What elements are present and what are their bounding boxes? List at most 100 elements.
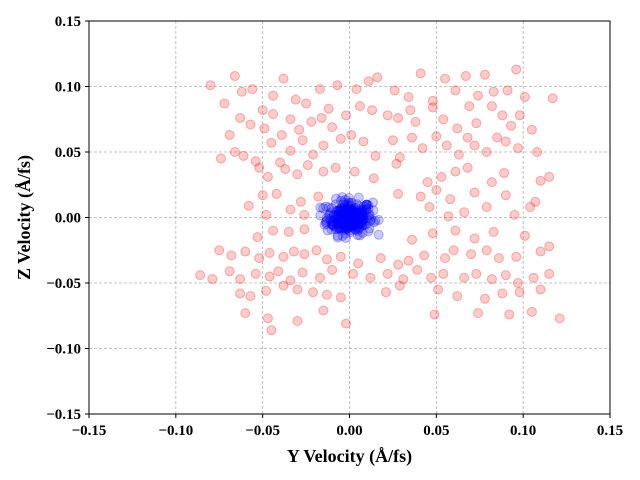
data-point-red xyxy=(288,246,299,257)
data-point-red xyxy=(466,249,477,260)
data-point-blue xyxy=(328,210,339,221)
data-point-blue xyxy=(334,209,345,220)
data-point-red xyxy=(450,225,461,236)
data-point-red xyxy=(394,280,405,291)
data-point-red xyxy=(347,268,358,279)
data-point-red xyxy=(335,133,346,144)
data-point-blue xyxy=(349,212,360,223)
data-point-blue xyxy=(353,218,364,229)
data-point-blue xyxy=(334,212,345,223)
data-point-red xyxy=(481,147,492,157)
data-point-red xyxy=(499,167,510,178)
data-point-red xyxy=(506,120,517,131)
data-point-blue xyxy=(343,223,354,234)
data-point-blue xyxy=(345,198,356,209)
data-point-blue xyxy=(363,209,374,220)
data-point-red xyxy=(519,91,530,102)
data-point-red xyxy=(525,202,536,213)
data-point-blue xyxy=(336,223,347,234)
data-point-blue xyxy=(328,219,339,230)
data-point-red xyxy=(236,86,247,97)
data-point-red xyxy=(365,272,376,283)
data-point-red xyxy=(205,80,216,91)
data-point-red xyxy=(363,76,374,87)
data-point-blue xyxy=(352,215,363,226)
data-point-blue xyxy=(350,224,361,235)
data-point-red xyxy=(327,264,338,275)
data-point-blue xyxy=(332,214,343,225)
data-point-blue xyxy=(320,217,331,228)
data-point-blue xyxy=(342,203,353,214)
data-point-blue xyxy=(353,223,364,234)
data-point-blue xyxy=(337,207,348,218)
data-point-blue xyxy=(355,214,366,225)
data-point-blue xyxy=(348,220,359,231)
data-point-red xyxy=(285,145,296,156)
data-point-blue xyxy=(323,202,334,213)
data-point-red xyxy=(419,250,430,261)
data-point-blue xyxy=(326,224,337,235)
data-point-red xyxy=(459,207,470,218)
data-point-red xyxy=(403,91,414,102)
data-point-blue xyxy=(327,219,338,230)
data-point-red xyxy=(389,85,400,96)
data-point-red xyxy=(481,245,492,256)
data-point-red xyxy=(387,135,398,146)
data-point-blue xyxy=(332,210,343,221)
data-point-red xyxy=(500,190,511,201)
data-point-blue xyxy=(338,199,349,210)
data-point-red xyxy=(292,284,303,295)
data-point-blue xyxy=(333,222,344,233)
data-point-blue xyxy=(353,192,364,203)
data-point-red xyxy=(358,136,369,147)
data-point-blue xyxy=(334,221,345,232)
data-point-red xyxy=(393,112,404,123)
data-point-blue xyxy=(363,203,374,214)
data-point-blue xyxy=(337,210,348,221)
data-point-red xyxy=(460,71,471,82)
data-point-blue xyxy=(347,210,358,221)
data-point-blue xyxy=(340,220,351,231)
data-point-blue xyxy=(331,213,342,224)
data-point-blue xyxy=(339,208,350,219)
data-point-blue xyxy=(358,201,369,212)
data-point-blue xyxy=(357,227,368,238)
data-point-red xyxy=(528,272,539,283)
data-point-red xyxy=(405,105,416,116)
data-point-red xyxy=(235,274,246,285)
data-point-blue xyxy=(335,215,346,226)
data-point-blue xyxy=(322,225,333,236)
data-point-blue xyxy=(335,217,346,228)
data-point-red xyxy=(502,85,513,96)
y-tick-label: 0.15 xyxy=(55,14,81,30)
data-point-blue xyxy=(342,217,353,228)
data-point-blue xyxy=(343,216,354,227)
data-point-red xyxy=(452,123,463,134)
data-point-blue xyxy=(321,213,332,224)
data-point-blue xyxy=(361,199,372,210)
data-point-red xyxy=(316,112,327,123)
data-point-blue xyxy=(354,218,365,229)
data-point-blue xyxy=(349,215,360,226)
data-point-red xyxy=(481,202,492,213)
data-point-blue xyxy=(324,213,335,224)
data-point-blue xyxy=(337,215,348,226)
data-point-blue xyxy=(345,214,356,225)
data-point-red xyxy=(469,140,480,151)
data-point-red xyxy=(275,157,286,168)
data-point-red xyxy=(367,105,378,116)
data-point-red xyxy=(511,64,522,75)
data-point-blue xyxy=(334,211,345,222)
data-point-blue xyxy=(342,216,353,227)
data-point-blue xyxy=(337,208,348,219)
data-point-blue xyxy=(343,207,354,218)
data-point-blue xyxy=(335,205,346,216)
data-point-blue xyxy=(363,226,374,237)
data-point-blue xyxy=(335,217,346,228)
data-point-red xyxy=(462,162,473,173)
data-point-red xyxy=(407,234,418,245)
data-point-red xyxy=(431,184,442,195)
data-point-red xyxy=(276,129,287,140)
data-point-red xyxy=(235,112,246,123)
data-point-blue xyxy=(326,203,337,214)
